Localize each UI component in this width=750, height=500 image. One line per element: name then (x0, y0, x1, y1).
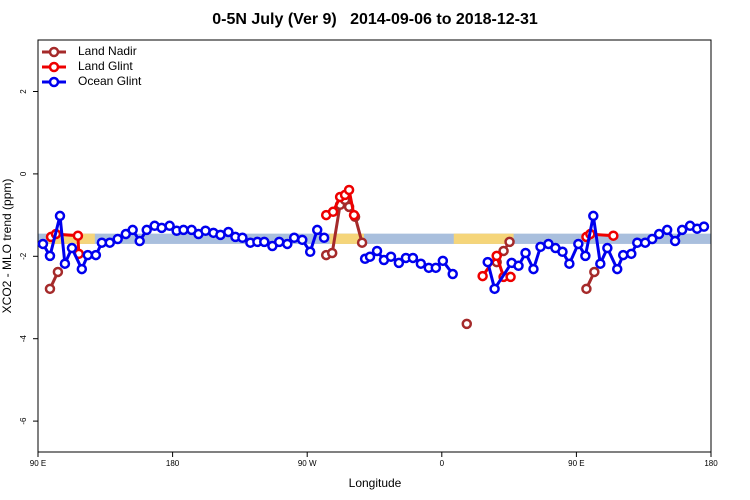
point (564, 258, 575, 269)
point (72, 230, 84, 241)
x-tick-label: 0 (440, 459, 445, 468)
point (430, 262, 442, 274)
point (385, 251, 397, 262)
x-axis-label: Longitude (349, 476, 402, 490)
reference-band (38, 233, 711, 244)
point (611, 263, 623, 275)
legend-label: Ocean Glint (78, 74, 142, 88)
point (82, 249, 94, 261)
point (447, 268, 458, 280)
point (407, 252, 419, 264)
point (581, 283, 592, 295)
point (595, 258, 606, 269)
x-tick-label: 90 W (298, 459, 317, 468)
point (37, 238, 49, 250)
point (505, 271, 516, 283)
point (653, 228, 665, 240)
point (141, 224, 152, 236)
point (327, 206, 339, 218)
legend-label: Land Nadir (78, 44, 137, 58)
point (489, 283, 500, 295)
point (259, 236, 270, 248)
point (304, 246, 316, 258)
point (127, 224, 138, 236)
legend-marker (48, 61, 60, 73)
point (364, 251, 376, 262)
point (415, 258, 427, 269)
point (318, 232, 330, 244)
point (178, 224, 189, 236)
y-tick-label: -2 (19, 252, 28, 260)
point (164, 220, 175, 232)
point (66, 242, 78, 254)
legend-marker (48, 76, 60, 88)
point (513, 260, 524, 272)
point (356, 237, 368, 248)
point (223, 226, 234, 238)
point (676, 224, 688, 236)
x-tick-label: 180 (704, 459, 718, 468)
y-axis-label: XCO2 - MLO trend (ppm) (0, 179, 14, 314)
point (477, 270, 488, 282)
band-highlight (329, 233, 365, 244)
y-tick-label: -4 (19, 335, 28, 343)
y-tick-label: 0 (19, 171, 28, 176)
y-tick-label: 2 (19, 89, 28, 94)
point (646, 233, 658, 245)
point (393, 257, 405, 269)
x-tick-label: 90 E (30, 459, 46, 468)
point (617, 249, 629, 261)
point (90, 249, 102, 261)
point (282, 238, 293, 250)
point (134, 235, 145, 247)
point (273, 236, 285, 248)
point (528, 263, 539, 275)
x-tick-label: 90 E (568, 459, 584, 468)
point (589, 266, 600, 278)
point (297, 234, 308, 246)
y-tick-label: -6 (19, 417, 28, 425)
chart-title: 0-5N July (Ver 9) 2014-09-06 to 2018-12-… (212, 11, 538, 28)
point (76, 263, 88, 275)
band-highlight (48, 233, 95, 244)
x-tick-label: 180 (166, 459, 180, 468)
point (491, 250, 502, 262)
point (580, 250, 591, 262)
point (348, 209, 360, 221)
point (54, 210, 66, 222)
point (504, 236, 515, 248)
point (52, 266, 64, 278)
point (343, 184, 355, 196)
point (288, 232, 300, 244)
point (498, 245, 509, 257)
plot-frame (37, 39, 712, 453)
point (602, 242, 613, 254)
point (44, 283, 56, 295)
legend-label: Land Glint (78, 59, 133, 73)
point (482, 256, 493, 268)
point (326, 247, 338, 259)
legend-marker (48, 46, 60, 58)
point (59, 258, 71, 269)
point (661, 224, 673, 236)
point (626, 248, 637, 260)
point (461, 318, 473, 330)
point (557, 246, 568, 258)
point (112, 233, 123, 245)
point (608, 230, 619, 241)
point (371, 245, 383, 257)
point (669, 235, 681, 247)
point (237, 232, 248, 244)
point (698, 221, 710, 232)
point (573, 238, 584, 250)
point (104, 237, 116, 248)
point (437, 255, 449, 267)
point (588, 210, 599, 222)
point (520, 247, 531, 259)
band-highlight (453, 233, 514, 244)
point (44, 250, 56, 262)
point (311, 224, 323, 236)
